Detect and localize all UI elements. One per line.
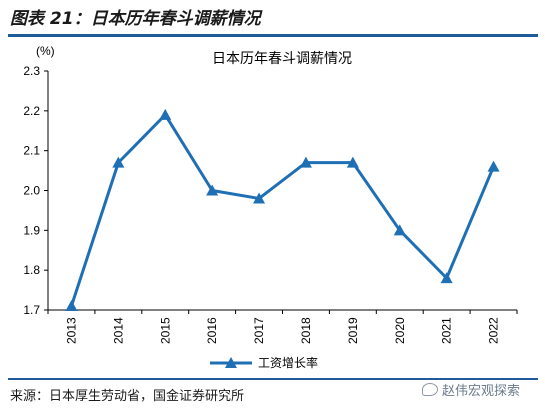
data-point-marker — [253, 192, 266, 204]
data-point-marker — [206, 184, 219, 196]
figure-title: 图表 21：日本历年春斗调薪情况 — [10, 9, 261, 29]
legend: 工资增长率 — [210, 355, 318, 370]
y-axis-unit-label: (%) — [36, 44, 55, 58]
series-group — [65, 108, 500, 312]
data-point-marker — [440, 272, 453, 284]
y-axis-ticks: 1.7 1.8 1.9 2.0 2.1 2.2 2.3 — [23, 64, 48, 317]
x-tick-label: 2016 — [205, 317, 219, 344]
y-tick-label: 1.8 — [23, 263, 40, 277]
data-point-marker — [346, 156, 359, 168]
line-chart: 日本历年春斗调薪情况 (%) 1.7 1.8 1.9 2.0 2.1 2.2 2.3 201… — [23, 44, 518, 370]
x-tick-label: 2013 — [64, 317, 78, 344]
y-tick-label: 2.2 — [23, 104, 40, 118]
chart-title: 日本历年春斗调薪情况 — [212, 51, 352, 67]
data-point-marker — [112, 156, 125, 168]
source-note: 来源：日本厚生劳动省，国金证券研究所 — [10, 389, 245, 404]
y-tick-label: 2.3 — [23, 64, 40, 78]
watermark-text: 赵伟宏观探索 — [442, 384, 521, 399]
legend-label: 工资增长率 — [258, 355, 318, 370]
y-tick-label: 2.0 — [23, 184, 40, 198]
x-tick-label: 2020 — [393, 317, 407, 344]
x-tick-label: 2015 — [158, 317, 172, 344]
y-tick-label: 2.1 — [23, 144, 40, 158]
series-line — [70, 113, 495, 307]
data-point-marker — [65, 300, 78, 312]
x-tick-label: 2019 — [346, 317, 360, 344]
data-point-marker — [299, 156, 312, 168]
y-tick-label: 1.9 — [23, 223, 40, 237]
legend-marker — [225, 357, 237, 368]
x-tick-label: 2022 — [487, 317, 501, 344]
x-tick-label: 2018 — [299, 317, 313, 344]
x-tick-label: 2021 — [440, 317, 454, 344]
wechat-icon — [422, 383, 438, 396]
data-point-marker — [487, 160, 500, 172]
y-tick-label: 1.7 — [23, 303, 40, 317]
top-rule — [8, 34, 538, 37]
data-point-marker — [159, 108, 172, 120]
x-axis-ticks: 2013 2014 2015 2016 2017 2018 2019 2020 2021 2022 — [47, 310, 518, 344]
x-tick-label: 2014 — [111, 317, 125, 344]
data-point-marker — [393, 224, 406, 236]
watermark: 赵伟宏观探索 — [422, 380, 520, 399]
bottom-rule — [8, 378, 538, 380]
x-tick-label: 2017 — [252, 317, 266, 344]
